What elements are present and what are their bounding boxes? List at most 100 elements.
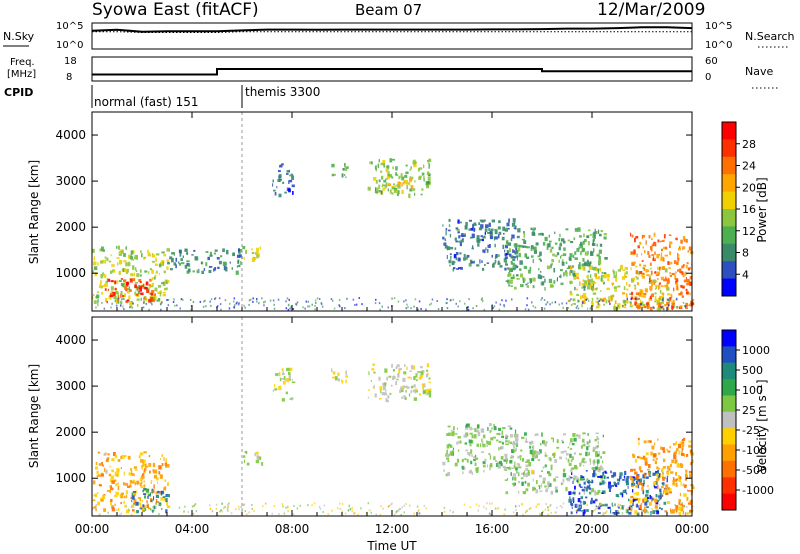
heat-cell-8 [633, 498, 636, 502]
heat-cell-2 [205, 262, 208, 267]
heat-cell-10 [625, 293, 628, 297]
heat-cell-7 [504, 479, 508, 481]
heat-cell-7 [535, 455, 538, 459]
heat-cell-2 [243, 455, 246, 458]
heat-cell-0 [134, 294, 137, 297]
heat-cell-10 [587, 279, 590, 283]
heat-cell-6 [378, 159, 380, 163]
ground-scatter-cell [357, 513, 359, 516]
heat-cell-3 [286, 378, 290, 383]
heat-cell-1 [135, 501, 139, 506]
ground-scatter-cell [289, 307, 291, 310]
heat-cell-0 [140, 459, 144, 463]
date-label: 12/Mar/2009 [597, 0, 705, 20]
heat-cell-0 [135, 286, 139, 291]
heat-cell-8 [460, 239, 464, 243]
heat-cell-11 [685, 277, 687, 280]
heat-cell-7 [596, 435, 598, 441]
ground-scatter-cell [629, 505, 631, 508]
heat-cell-0 [105, 259, 107, 264]
heat-cell-5 [392, 369, 395, 372]
heat-cell-9 [509, 269, 512, 273]
heat-cell-11 [660, 240, 663, 243]
heat-cell-11 [654, 271, 657, 274]
heat-cell-8 [479, 219, 483, 222]
heat-cell-7 [535, 480, 538, 485]
heat-cell-9 [515, 255, 519, 258]
heat-cell-0 [104, 297, 108, 302]
heat-cell-9 [544, 287, 546, 291]
heat-cell-11 [655, 274, 660, 277]
heat-cell-2 [187, 268, 191, 273]
heat-cell-9 [588, 229, 591, 232]
ground-scatter-cell [344, 512, 347, 515]
heat-cell-9 [640, 457, 644, 460]
heat-cell-9 [634, 471, 638, 475]
beam-label: Beam 07 [355, 1, 422, 19]
heat-cell-10 [613, 286, 617, 290]
ground-scatter-cell [277, 298, 280, 301]
ground-scatter-cell [431, 298, 434, 301]
heat-cell-1 [155, 494, 159, 498]
ground-scatter-cell [352, 298, 355, 301]
heat-cell-7 [602, 434, 604, 438]
heat-cell-6 [408, 193, 411, 199]
heat-cell-11 [664, 254, 668, 257]
heat-cell-8 [623, 475, 626, 479]
heat-cell-6 [504, 453, 508, 457]
heat-cell-2 [238, 251, 241, 255]
heat-cell-0 [136, 480, 140, 484]
heat-cell-7 [583, 490, 586, 495]
heat-cell-6 [370, 161, 373, 165]
heat-cell-9 [558, 246, 561, 251]
heat-cell-8 [459, 252, 462, 255]
heat-cell-7 [532, 450, 535, 455]
ground-scatter-cell [472, 307, 474, 310]
heat-cell-0 [110, 498, 113, 503]
heat-cell-10 [593, 282, 597, 284]
heat-cell-8 [459, 221, 462, 224]
heat-cell-0 [96, 470, 99, 475]
heat-cell-5 [344, 163, 346, 168]
ground-scatter-cell [682, 505, 685, 508]
heat-cell-7 [602, 451, 606, 454]
heat-cell-10 [628, 284, 631, 287]
heat-cell-9 [551, 246, 554, 249]
heat-cell-0 [104, 283, 106, 287]
heat-cell-10 [595, 287, 598, 290]
heat-cell-10 [624, 272, 626, 277]
heat-cell-2 [239, 254, 242, 258]
heat-cell-0 [114, 494, 118, 498]
ground-scatter-cell [570, 303, 573, 306]
heat-cell-7 [532, 455, 535, 458]
ground-scatter-cell [575, 509, 577, 512]
ground-scatter-cell [602, 512, 604, 515]
heat-cell-8 [513, 227, 516, 229]
heat-cell-0 [142, 476, 145, 479]
heat-cell-5 [396, 364, 400, 368]
ground-scatter-cell [127, 301, 129, 304]
ground-scatter-cell [256, 300, 258, 303]
heat-cell-8 [632, 502, 634, 506]
heat-cell-0 [128, 295, 131, 299]
heat-cell-10 [657, 284, 661, 289]
heat-cell-7 [580, 445, 583, 449]
heat-cell-0 [143, 257, 145, 261]
ground-scatter-cell [403, 511, 405, 514]
heat-cell-8 [655, 502, 659, 505]
heat-cell-5 [428, 381, 431, 384]
ground-scatter-cell [647, 511, 649, 514]
heat-cell-8 [626, 509, 629, 514]
heat-cell-7 [571, 467, 575, 470]
heat-cell-9 [591, 265, 593, 270]
heat-cell-7 [591, 467, 594, 470]
heat-cell-8 [513, 250, 515, 254]
heat-cell-8 [455, 227, 459, 230]
heat-cell-2 [198, 268, 200, 274]
heat-cell-0 [146, 504, 149, 508]
heat-cell-8 [592, 473, 596, 478]
heat-cell-5 [417, 371, 421, 373]
velocity-heatmap [92, 317, 695, 517]
heat-cell-11 [639, 263, 642, 267]
